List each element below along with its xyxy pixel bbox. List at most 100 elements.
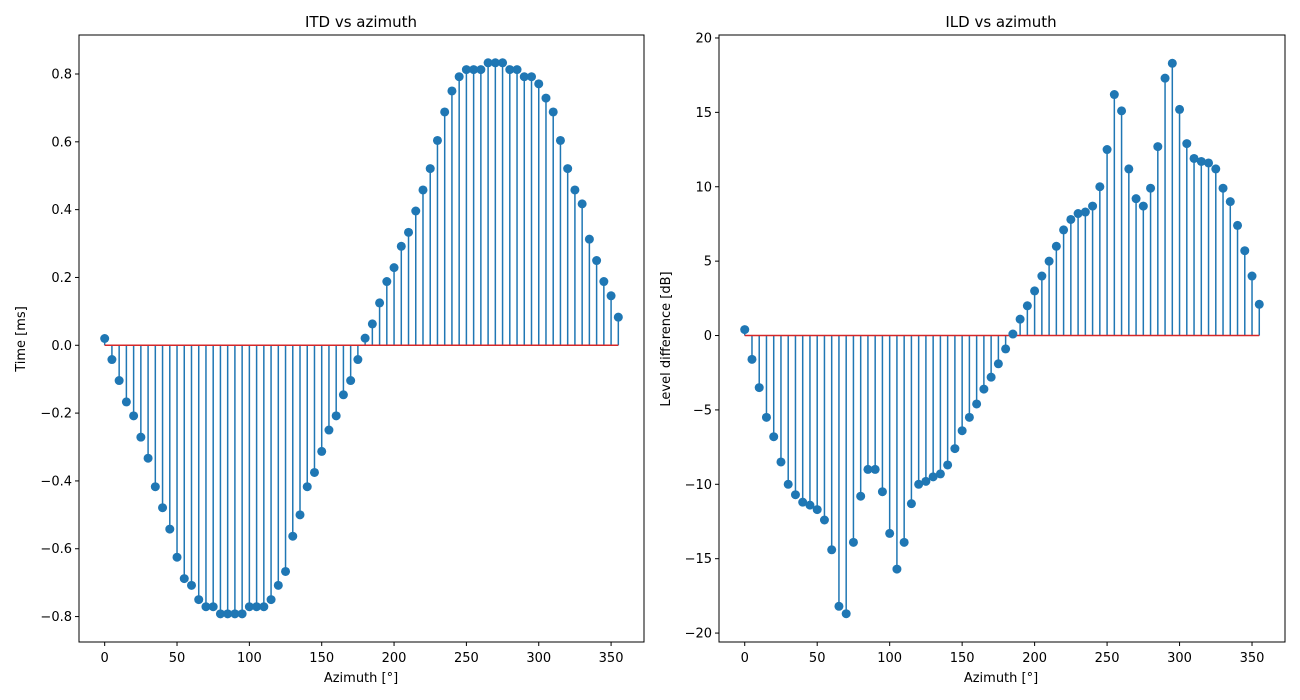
ild-point-49 — [1095, 182, 1105, 192]
itd-point-41 — [396, 241, 406, 251]
ild-point-33 — [979, 384, 989, 394]
itd-x-tick-label-1: 50 — [169, 651, 186, 666]
ild-point-54 — [1131, 194, 1141, 204]
itd-point-38 — [375, 298, 385, 308]
itd-x-axis-label: Azimuth [°] — [324, 671, 398, 686]
itd-point-23 — [266, 595, 276, 605]
itd-point-14 — [201, 602, 211, 612]
ild-point-29 — [950, 444, 960, 454]
itd-point-29 — [309, 467, 319, 477]
ild-y-tick-label-4: 0 — [704, 329, 712, 344]
itd-point-27 — [295, 510, 305, 520]
itd-point-65 — [570, 185, 580, 195]
ild-point-15 — [848, 537, 858, 547]
ild-x-axis: 0 50 100 150 200 250 300 350 — [741, 642, 1264, 666]
ild-point-38 — [1015, 314, 1025, 324]
ild-point-27 — [935, 469, 945, 479]
ild-x-tick-label-4: 200 — [1022, 651, 1047, 666]
itd-point-59 — [527, 72, 537, 82]
itd-point-58 — [519, 72, 529, 82]
ild-point-39 — [1022, 301, 1032, 311]
ild-point-53 — [1124, 164, 1134, 174]
ild-chart-title: ILD vs azimuth — [945, 13, 1056, 31]
itd-y-tick-label-0: −0.8 — [40, 610, 72, 625]
itd-point-45 — [425, 164, 435, 174]
ild-point-61 — [1182, 139, 1192, 149]
itd-x-tick-label-0: 0 — [101, 651, 109, 666]
ild-point-6 — [783, 479, 793, 489]
itd-point-31 — [324, 425, 334, 435]
itd-point-42 — [404, 227, 414, 237]
itd-y-axis-label: Time [ms] — [14, 306, 29, 373]
itd-point-11 — [179, 574, 189, 584]
ild-y-tick-label-2: −10 — [685, 478, 712, 493]
itd-point-3 — [121, 397, 131, 407]
itd-point-33 — [338, 390, 348, 400]
itd-y-tick-label-8: 0.8 — [51, 67, 72, 82]
ild-point-23 — [906, 499, 916, 509]
itd-point-32 — [331, 411, 341, 421]
ild-point-55 — [1138, 201, 1148, 211]
ild-point-20 — [885, 528, 895, 538]
itd-point-12 — [186, 580, 196, 590]
ild-point-66 — [1218, 183, 1228, 193]
itd-point-35 — [353, 355, 363, 365]
ild-point-59 — [1167, 58, 1177, 68]
itd-y-tick-label-1: −0.6 — [40, 542, 72, 557]
ild-y-tick-label-3: −5 — [693, 403, 712, 418]
ild-point-46 — [1073, 209, 1083, 219]
itd-point-53 — [483, 58, 493, 68]
ild-y-axis-label: Level difference [dB] — [659, 271, 674, 406]
itd-point-24 — [273, 580, 283, 590]
itd-x-tick-label-2: 100 — [237, 651, 262, 666]
itd-y-tick-label-4: 0.0 — [51, 339, 72, 354]
itd-point-20 — [244, 602, 254, 612]
itd-axes-frame — [78, 34, 645, 643]
itd-point-39 — [382, 277, 392, 287]
ild-x-tick-label-6: 300 — [1167, 651, 1192, 666]
ild-y-axis: −20 −15 −10 −5 0 5 10 15 20 — [685, 31, 719, 642]
ild-point-67 — [1225, 197, 1235, 207]
ild-chart: ILD vs azimuth 0 50 100 150 200 250 300 350 −20… — [659, 13, 1286, 686]
itd-point-17 — [223, 609, 233, 619]
itd-point-19 — [237, 609, 247, 619]
ild-point-28 — [943, 460, 953, 470]
ild-point-31 — [964, 412, 974, 422]
ild-point-32 — [972, 399, 982, 409]
ild-y-tick-label-6: 10 — [695, 180, 712, 195]
ild-point-22 — [899, 537, 909, 547]
itd-point-48 — [447, 86, 457, 96]
itd-point-68 — [592, 256, 602, 266]
itd-point-6 — [143, 453, 153, 463]
itd-point-50 — [461, 65, 471, 75]
ild-x-axis-label: Azimuth [°] — [964, 671, 1038, 686]
ild-point-41 — [1037, 271, 1047, 281]
ild-point-47 — [1080, 207, 1090, 217]
ild-point-34 — [986, 372, 996, 382]
itd-point-0 — [100, 334, 110, 343]
ild-point-40 — [1030, 286, 1040, 296]
itd-plot-area — [100, 58, 623, 619]
ild-y-tick-label-8: 20 — [695, 31, 712, 46]
itd-point-9 — [165, 524, 175, 534]
itd-x-tick-label-7: 350 — [599, 651, 624, 666]
itd-point-22 — [259, 602, 269, 612]
ild-point-4 — [769, 432, 779, 442]
ild-point-65 — [1211, 164, 1221, 174]
ild-point-63 — [1196, 156, 1206, 166]
itd-y-tick-label-6: 0.4 — [51, 203, 72, 218]
ild-point-71 — [1254, 299, 1264, 309]
ild-point-2 — [754, 383, 764, 393]
ild-x-tick-label-5: 250 — [1095, 651, 1120, 666]
ild-axes-frame — [718, 34, 1286, 643]
ild-point-51 — [1109, 90, 1119, 100]
ild-point-44 — [1059, 225, 1069, 235]
ild-point-30 — [957, 426, 967, 436]
ild-point-13 — [834, 601, 844, 611]
ild-point-52 — [1117, 106, 1127, 116]
ild-point-8 — [798, 497, 808, 507]
itd-point-1 — [107, 355, 117, 365]
itd-point-63 — [555, 135, 565, 145]
itd-x-tick-label-4: 200 — [382, 651, 407, 666]
